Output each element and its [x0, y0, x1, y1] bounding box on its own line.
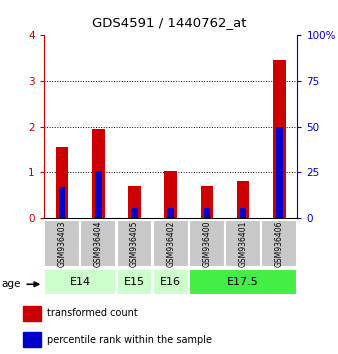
Bar — [203, 208, 210, 218]
Text: GDS4591 / 1440762_at: GDS4591 / 1440762_at — [92, 16, 246, 29]
Text: E17.5: E17.5 — [227, 277, 259, 287]
Bar — [92, 129, 104, 218]
Bar — [23, 306, 41, 321]
Text: E16: E16 — [160, 277, 181, 287]
Text: GSM936401: GSM936401 — [239, 220, 248, 267]
Bar — [117, 220, 152, 267]
Bar — [276, 127, 283, 218]
Bar — [273, 59, 286, 218]
Text: E15: E15 — [124, 277, 145, 287]
Bar — [200, 186, 213, 218]
Text: GSM936402: GSM936402 — [166, 220, 175, 267]
Bar — [237, 181, 249, 218]
Bar — [95, 171, 101, 218]
Bar — [59, 187, 65, 218]
Text: GSM936404: GSM936404 — [94, 220, 103, 267]
Text: GSM936400: GSM936400 — [202, 220, 211, 267]
Bar — [117, 269, 152, 295]
Bar — [240, 208, 246, 218]
Text: age: age — [2, 279, 21, 289]
Text: GSM936403: GSM936403 — [57, 220, 67, 267]
Bar — [56, 147, 68, 218]
Bar — [167, 208, 174, 218]
Bar — [131, 208, 138, 218]
Bar — [23, 332, 41, 347]
Bar — [225, 220, 261, 267]
Bar — [153, 220, 189, 267]
Text: percentile rank within the sample: percentile rank within the sample — [47, 335, 212, 345]
Bar — [44, 220, 80, 267]
Bar — [189, 220, 225, 267]
Bar — [80, 220, 116, 267]
Bar — [164, 171, 177, 218]
Text: GSM936406: GSM936406 — [275, 220, 284, 267]
Bar — [189, 269, 297, 295]
Text: E14: E14 — [70, 277, 91, 287]
Text: transformed count: transformed count — [47, 308, 138, 318]
Bar — [44, 269, 116, 295]
Bar — [261, 220, 297, 267]
Bar — [153, 269, 189, 295]
Text: GSM936405: GSM936405 — [130, 220, 139, 267]
Bar — [128, 186, 141, 218]
